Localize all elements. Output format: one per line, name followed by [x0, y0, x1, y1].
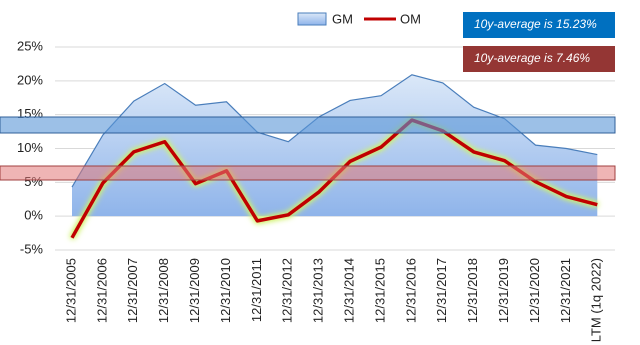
legend-swatch — [297, 12, 327, 26]
x-tick-label: 12/31/2016 — [403, 258, 418, 323]
annotation: 10y-average is 15.23% — [474, 17, 597, 31]
x-tick-label: LTM (1q 2022) — [589, 258, 604, 342]
y-tick-label: 10% — [17, 140, 43, 155]
x-tick-label: 12/31/2013 — [311, 258, 326, 323]
x-tick-label: 12/31/2007 — [125, 258, 140, 323]
annotation-box — [463, 12, 615, 38]
annotation: 10y-average is 7.46% — [474, 51, 590, 65]
x-tick-label: 12/31/2020 — [527, 258, 542, 323]
x-tick-label: 12/31/2006 — [94, 258, 109, 323]
x-tick-label: 12/31/2005 — [63, 258, 78, 323]
x-tick-label: 12/31/2011 — [249, 258, 264, 322]
x-tick-label: 12/31/2010 — [218, 258, 233, 323]
y-tick-label: 0% — [24, 208, 43, 223]
legend-label: GM — [332, 11, 353, 26]
x-tick-label: 12/31/2018 — [465, 258, 480, 323]
x-tick-label: 12/31/2021 — [558, 258, 573, 323]
average-band — [0, 116, 616, 134]
x-tick-label: 12/31/2019 — [496, 258, 511, 323]
y-tick-label: 25% — [17, 38, 43, 53]
x-tick-label: 12/31/2008 — [156, 258, 171, 323]
average-band — [0, 165, 616, 181]
y-tick-label: 20% — [17, 72, 43, 87]
y-tick-label: -5% — [20, 241, 44, 256]
x-tick-label: 12/31/2015 — [372, 258, 387, 323]
x-tick-label: 12/31/2009 — [187, 258, 202, 323]
x-tick-label: 12/31/2014 — [342, 258, 357, 323]
x-tick-label: 12/31/2012 — [280, 258, 295, 323]
x-tick-label: 12/31/2017 — [434, 258, 449, 323]
annotation-box — [463, 46, 615, 72]
legend-label: OM — [400, 11, 421, 26]
